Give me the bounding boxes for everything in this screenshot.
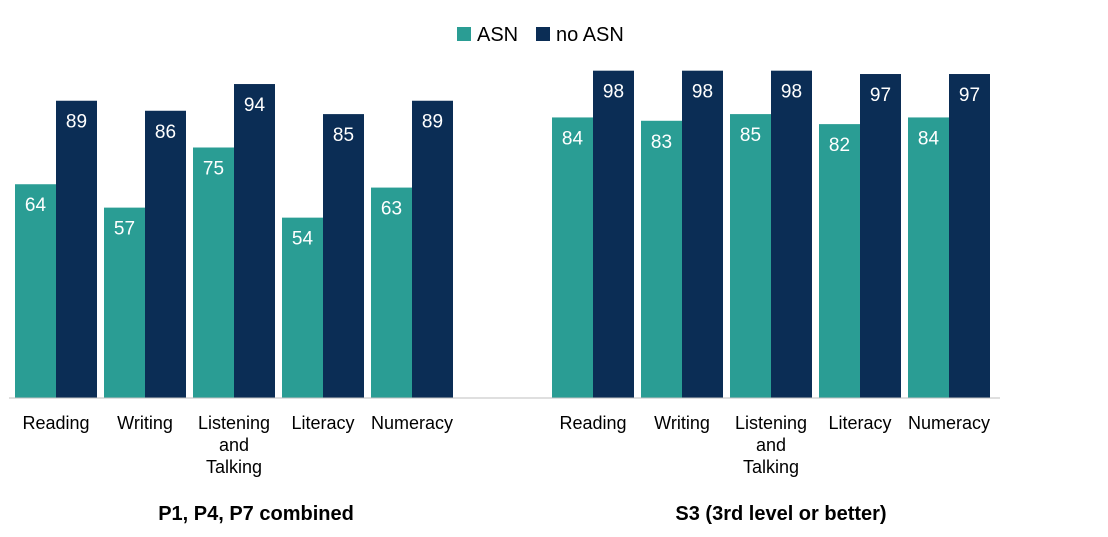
bar-no-asn bbox=[234, 84, 275, 398]
group-label: S3 (3rd level or better) bbox=[675, 503, 886, 525]
bar-no-asn bbox=[412, 100, 453, 399]
category-label: Reading bbox=[22, 413, 89, 433]
bar-asn bbox=[282, 217, 323, 398]
data-label-asn: 63 bbox=[381, 199, 402, 220]
bar-asn bbox=[104, 207, 145, 398]
legend: ASN no ASN bbox=[457, 24, 624, 46]
category-label-line: Talking bbox=[206, 457, 262, 477]
bar-no-asn bbox=[323, 114, 364, 398]
bar-no-asn bbox=[593, 70, 634, 399]
category-label: Numeracy bbox=[908, 413, 990, 433]
category-label: Numeracy bbox=[371, 413, 453, 433]
data-label-no-asn: 89 bbox=[66, 112, 87, 133]
group-label: P1, P4, P7 combined bbox=[158, 503, 354, 525]
category-label: Listening and Talking bbox=[735, 413, 807, 477]
data-label-asn: 75 bbox=[203, 159, 224, 180]
data-label-no-asn: 97 bbox=[959, 85, 980, 106]
legend-swatch-asn bbox=[457, 27, 471, 41]
bar-no-asn bbox=[145, 110, 186, 398]
bar-group-1: 64 89 Reading 57 86 Writing 75 94 Listening and Ta… bbox=[15, 84, 453, 525]
data-label-asn: 64 bbox=[25, 195, 47, 216]
category-label-line: Talking bbox=[743, 457, 799, 477]
data-label-asn: 54 bbox=[292, 229, 314, 250]
data-label-no-asn: 97 bbox=[870, 85, 891, 106]
data-label-asn: 57 bbox=[114, 219, 135, 240]
category-label: Literacy bbox=[828, 413, 891, 433]
bar-no-asn bbox=[771, 70, 812, 399]
category-label-line: Literacy bbox=[828, 413, 891, 433]
category-label-line: Reading bbox=[22, 413, 89, 433]
bar-asn bbox=[819, 124, 860, 399]
category-label-line: Writing bbox=[117, 413, 173, 433]
data-label-no-asn: 94 bbox=[244, 95, 266, 116]
bar-group-2: 84 98 Reading 83 98 Writing 85 98 Listening and Ta… bbox=[552, 70, 990, 525]
data-label-no-asn: 86 bbox=[155, 122, 176, 143]
data-label-no-asn: 85 bbox=[333, 125, 354, 146]
category-label-line: Listening bbox=[735, 413, 807, 433]
bar-no-asn bbox=[860, 74, 901, 399]
data-label-asn: 82 bbox=[829, 135, 850, 156]
category-label-line: Numeracy bbox=[371, 413, 453, 433]
bar-asn bbox=[730, 114, 771, 398]
bar-asn bbox=[193, 147, 234, 398]
data-label-no-asn: 98 bbox=[781, 82, 802, 103]
category-label-line: Listening bbox=[198, 413, 270, 433]
data-label-no-asn: 89 bbox=[422, 112, 443, 133]
category-label: Writing bbox=[117, 413, 173, 433]
category-label: Writing bbox=[654, 413, 710, 433]
legend-label-asn: ASN bbox=[477, 24, 518, 46]
data-label-asn: 83 bbox=[651, 132, 672, 153]
bar-asn bbox=[15, 184, 56, 398]
bar-no-asn bbox=[56, 100, 97, 399]
bar-asn bbox=[371, 187, 412, 398]
legend-label-no-asn: no ASN bbox=[556, 24, 624, 46]
data-label-asn: 84 bbox=[562, 128, 584, 149]
category-label-line: and bbox=[756, 435, 786, 455]
category-label: Reading bbox=[559, 413, 626, 433]
data-label-asn: 85 bbox=[740, 125, 761, 146]
bar-no-asn bbox=[949, 74, 990, 399]
data-label-asn: 84 bbox=[918, 128, 940, 149]
category-label: Listening and Talking bbox=[198, 413, 270, 477]
category-label-line: Literacy bbox=[291, 413, 354, 433]
data-label-no-asn: 98 bbox=[603, 82, 624, 103]
category-label-line: Numeracy bbox=[908, 413, 990, 433]
legend-swatch-no-asn bbox=[536, 27, 550, 41]
category-label-line: and bbox=[219, 435, 249, 455]
category-label-line: Reading bbox=[559, 413, 626, 433]
bar-asn bbox=[641, 120, 682, 398]
category-label-line: Writing bbox=[654, 413, 710, 433]
category-label: Literacy bbox=[291, 413, 354, 433]
data-label-no-asn: 98 bbox=[692, 82, 713, 103]
bar-asn bbox=[908, 117, 949, 398]
bar-no-asn bbox=[682, 70, 723, 399]
bar-asn bbox=[552, 117, 593, 398]
